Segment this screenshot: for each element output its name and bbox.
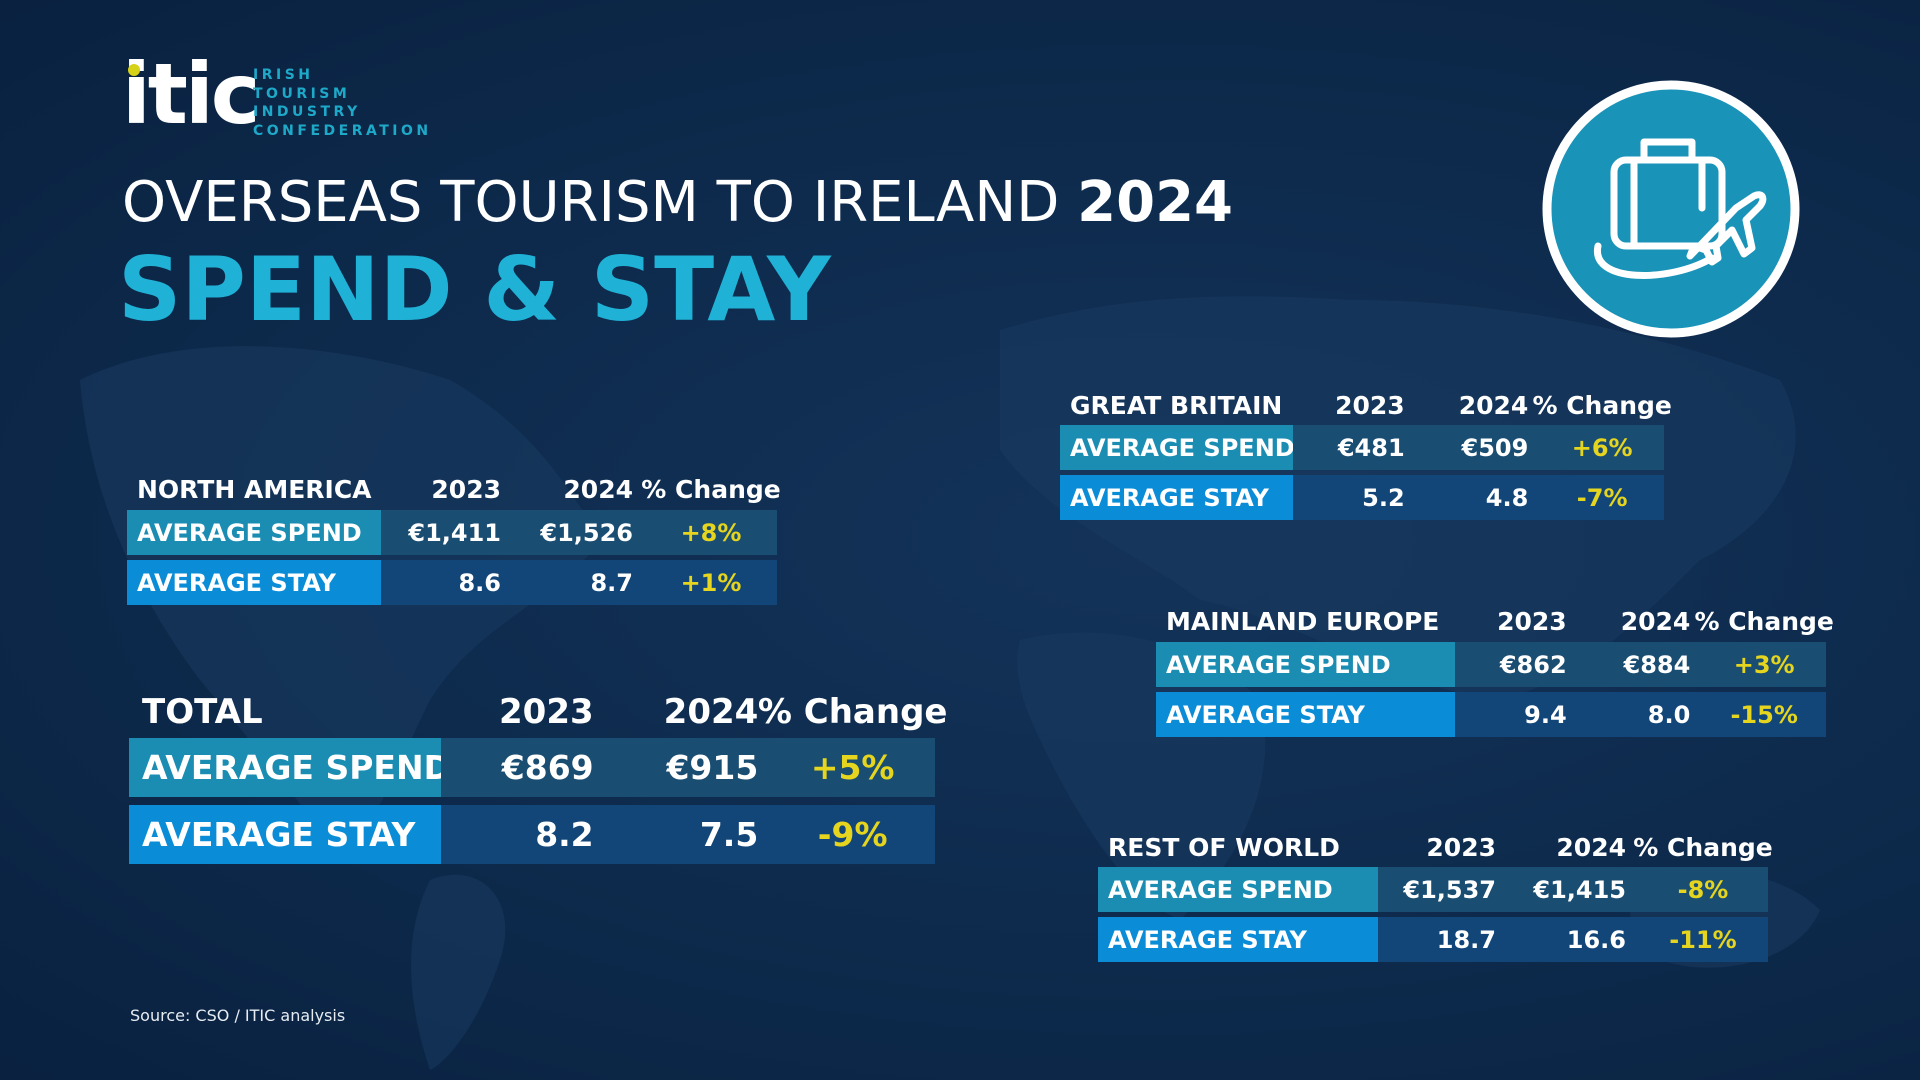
source: Source: CSO / ITIC analysis	[130, 1006, 346, 1025]
column-header: 2023	[1335, 390, 1405, 420]
table-region: MAINLAND EUROPE	[1166, 607, 1440, 636]
logo: itic	[122, 45, 261, 143]
column-header: 2024	[563, 474, 633, 504]
value: 8.6	[458, 568, 501, 597]
org-line: TOURISM	[253, 85, 351, 102]
row-label: AVERAGE SPEND	[1156, 642, 1455, 687]
column-header: % Change	[757, 692, 948, 732]
value: 4.8	[1485, 483, 1529, 512]
value: €862	[1499, 650, 1567, 679]
row-values-bg	[381, 560, 777, 605]
value: 8.2	[535, 815, 594, 854]
change: +8%	[680, 518, 742, 547]
logo-dot	[128, 64, 140, 76]
title-text: OVERSEAS TOURISM TO IRELAND	[122, 170, 1060, 235]
row-label: AVERAGE SPEND	[1098, 867, 1378, 912]
column-header: 2023	[499, 692, 594, 732]
value: €1,537	[1403, 875, 1496, 904]
change: +3%	[1733, 650, 1795, 679]
change: -15%	[1730, 700, 1798, 729]
column-header: 2023	[431, 474, 501, 504]
org-name: IRISH TOURISM INDUSTRY CONFEDERATION	[253, 66, 432, 140]
travel-icon	[1542, 80, 1800, 338]
value: 5.2	[1362, 483, 1405, 512]
row-values-bg	[1293, 475, 1664, 520]
value: €481	[1337, 433, 1405, 462]
row-label: AVERAGE STAY	[1098, 917, 1378, 962]
column-header: 2024	[663, 692, 759, 732]
value: €1,415	[1533, 875, 1626, 904]
change: -8%	[1677, 875, 1729, 904]
row-values-bg	[441, 738, 935, 797]
table-region: NORTH AMERICA	[137, 474, 372, 504]
value: 8.0	[1647, 700, 1691, 729]
row-values-bg	[1293, 425, 1664, 470]
change: +6%	[1571, 433, 1633, 462]
org-line: INDUSTRY	[253, 104, 361, 120]
title: OVERSEAS TOURISM TO IRELAND 2024	[122, 170, 1233, 235]
column-header: % Change	[1694, 607, 1834, 636]
table-region: GREAT BRITAIN	[1070, 390, 1283, 420]
column-header: 2024	[1458, 390, 1529, 420]
value: 9.4	[1524, 700, 1567, 729]
value: €509	[1461, 433, 1529, 462]
value: 16.6	[1566, 925, 1626, 954]
org-line: CONFEDERATION	[253, 122, 432, 139]
title-year: 2024	[1077, 170, 1234, 235]
row-values-bg	[1378, 867, 1768, 912]
row-label: AVERAGE STAY	[1060, 475, 1293, 520]
value: €915	[666, 748, 759, 787]
row-values-bg	[1455, 642, 1826, 687]
column-header: 2023	[1497, 607, 1567, 636]
value: €1,526	[540, 518, 633, 547]
change: -7%	[1576, 483, 1628, 512]
column-header: 2024	[1556, 832, 1626, 862]
value: €884	[1623, 650, 1691, 679]
change: +1%	[680, 568, 742, 597]
org-line: IRISH	[253, 67, 314, 83]
value: 7.5	[699, 815, 759, 854]
column-header: 2024	[1620, 607, 1691, 636]
value: 8.7	[590, 568, 633, 597]
table-region: REST OF WORLD	[1108, 832, 1340, 862]
change: -11%	[1669, 925, 1737, 954]
row-label: AVERAGE STAY	[129, 805, 441, 864]
row-values-bg	[1378, 917, 1768, 962]
change: +5%	[810, 748, 895, 787]
row-values-bg	[441, 805, 935, 864]
column-header: % Change	[1633, 832, 1773, 862]
row-label: AVERAGE SPEND	[127, 510, 381, 555]
change: -9%	[817, 815, 888, 854]
row-label: AVERAGE STAY	[1156, 692, 1455, 737]
value: €869	[501, 748, 594, 787]
column-header: % Change	[1532, 390, 1672, 420]
row-label: AVERAGE STAY	[127, 560, 381, 605]
value: 18.7	[1436, 925, 1496, 954]
column-header: 2023	[1426, 832, 1496, 862]
subtitle: SPEND & STAY	[118, 238, 831, 341]
value: €1,411	[408, 518, 501, 547]
row-values-bg	[1455, 692, 1826, 737]
column-header: % Change	[641, 474, 781, 504]
row-label: AVERAGE SPEND	[1060, 425, 1295, 470]
row-label: AVERAGE SPEND	[129, 738, 451, 797]
row-values-bg	[381, 510, 777, 555]
table-region: TOTAL	[142, 692, 263, 732]
